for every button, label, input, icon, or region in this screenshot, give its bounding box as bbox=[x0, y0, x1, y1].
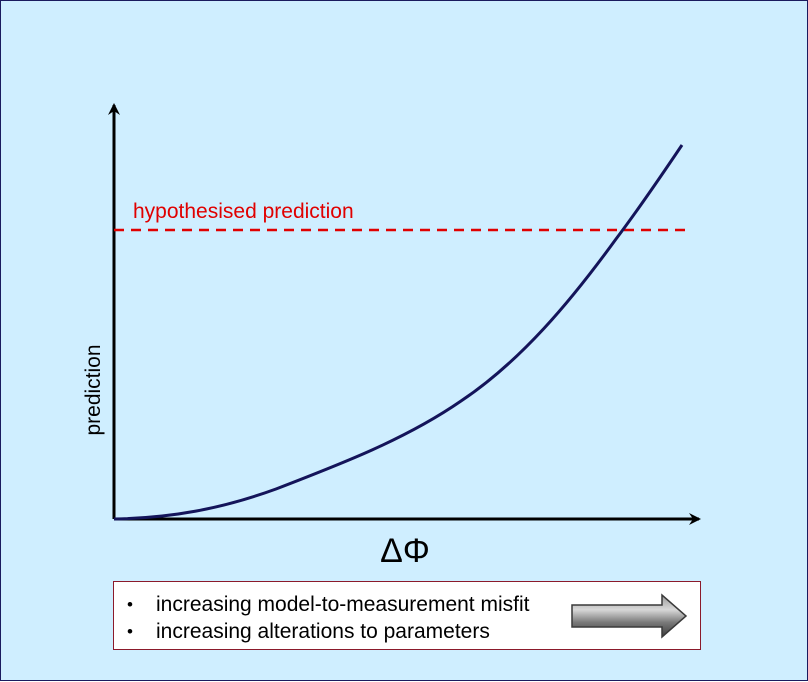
legend-box: • increasing model-to-measurement misfit… bbox=[113, 581, 701, 650]
legend-item-misfit: • increasing model-to-measurement misfit bbox=[127, 591, 529, 618]
prediction-curve bbox=[113, 144, 684, 521]
bullet: • bbox=[127, 594, 133, 614]
hypothesised-prediction-label: hypothesised prediction bbox=[133, 200, 354, 223]
legend-item-label: increasing alterations to parameters bbox=[156, 619, 490, 643]
legend-list: • increasing model-to-measurement misfit… bbox=[127, 591, 529, 645]
legend-item-parameters: • increasing alterations to parameters bbox=[127, 618, 529, 645]
legend-item-label: increasing model-to-measurement misfit bbox=[156, 592, 530, 616]
y-axis-label: prediction bbox=[82, 344, 105, 435]
x-axis-label: ΔΦ bbox=[380, 532, 430, 570]
bullet: • bbox=[127, 621, 133, 641]
right-arrow-icon bbox=[571, 593, 688, 639]
